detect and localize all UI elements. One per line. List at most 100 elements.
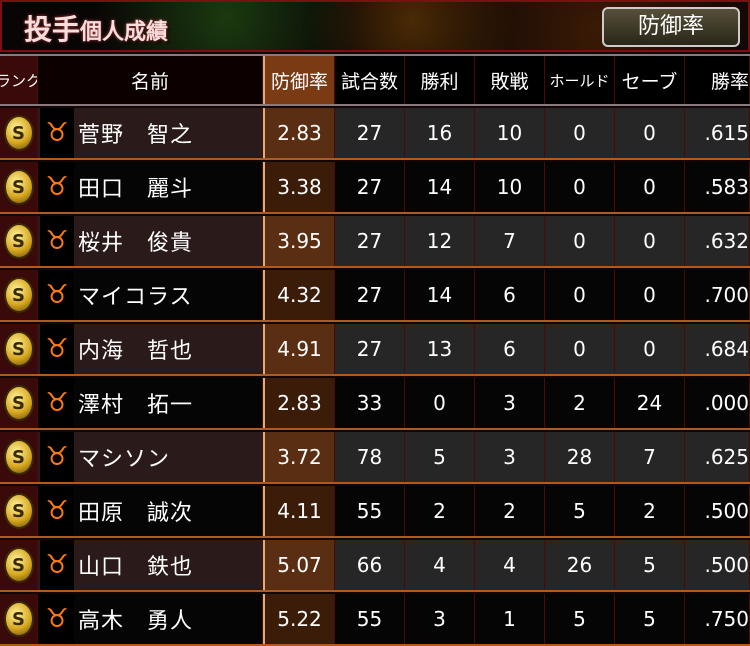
title-bar: 投手個人成績 防御率 — [0, 0, 750, 52]
games-cell: 55 — [335, 486, 405, 536]
win-pct-cell: .500 — [685, 486, 750, 536]
divider — [263, 324, 265, 374]
player-name: 桜井 俊貴 — [78, 231, 194, 256]
win-pct-cell: .684 — [685, 324, 750, 374]
table-row[interactable]: S ♉ 山口 鉄也 5.07 66 4 4 26 5 .500 — [0, 540, 750, 592]
holds-cell: 5 — [545, 486, 615, 536]
player-name: 高木 勇人 — [78, 609, 194, 634]
saves-cell: 5 — [615, 540, 685, 590]
name-cell: ♉ 田原 誠次 — [38, 486, 263, 536]
divider — [263, 540, 265, 590]
title-sub: 個人成績 — [80, 20, 169, 45]
wins-cell: 0 — [405, 378, 475, 428]
rank-cell: S — [0, 378, 38, 428]
divider — [263, 486, 265, 536]
header-saves[interactable]: セーブ — [615, 56, 685, 104]
rank-medal-icon: S — [3, 169, 34, 205]
table-row[interactable]: S ♉ 田口 麗斗 3.38 27 14 10 0 0 .583 — [0, 162, 750, 214]
era-cell: 4.11 — [265, 486, 335, 536]
losses-cell: 7 — [475, 216, 545, 266]
rank-medal-icon: S — [3, 223, 34, 259]
wins-cell: 12 — [405, 216, 475, 266]
losses-cell: 4 — [475, 540, 545, 590]
header-losses[interactable]: 敗戦 — [475, 56, 545, 104]
era-cell: 3.38 — [265, 162, 335, 212]
win-pct-cell: .625 — [685, 432, 750, 482]
table-row[interactable]: S ♉ 高木 勇人 5.22 55 3 1 5 5 .750 — [0, 594, 750, 646]
rank-cell: S — [0, 594, 38, 644]
table-row[interactable]: S ♉ 田原 誠次 4.11 55 2 2 5 2 .500 — [0, 486, 750, 538]
games-cell: 27 — [335, 270, 405, 320]
sort-era-button[interactable]: 防御率 — [602, 7, 740, 47]
player-name: 田口 麗斗 — [78, 177, 194, 202]
rank-cell: S — [0, 216, 38, 266]
era-cell: 2.83 — [265, 108, 335, 158]
win-pct-cell: .615 — [685, 108, 750, 158]
title-main: 投手 — [24, 13, 81, 46]
era-cell: 3.95 — [265, 216, 335, 266]
name-cell: ♉ 内海 哲也 — [38, 324, 263, 374]
rank-cell: S — [0, 432, 38, 482]
team-logo-icon: ♉ — [40, 378, 74, 428]
holds-cell: 26 — [545, 540, 615, 590]
team-logo-icon: ♉ — [40, 324, 74, 374]
table-row[interactable]: S ♉ マシソン 3.72 78 5 3 28 7 .625 — [0, 432, 750, 484]
table-row[interactable]: S ♉ 内海 哲也 4.91 27 13 6 0 0 .684 — [0, 324, 750, 376]
divider — [263, 594, 265, 644]
losses-cell: 1 — [475, 594, 545, 644]
games-cell: 27 — [335, 324, 405, 374]
rank-medal-icon: S — [3, 601, 34, 637]
holds-cell: 5 — [545, 594, 615, 644]
table-row[interactable]: S ♉ 桜井 俊貴 3.95 27 12 7 0 0 .632 — [0, 216, 750, 268]
games-cell: 55 — [335, 594, 405, 644]
team-logo-icon: ♉ — [40, 108, 74, 158]
name-cell: ♉ 澤村 拓一 — [38, 378, 263, 428]
header-name[interactable]: 名前 — [38, 56, 263, 104]
era-cell: 4.91 — [265, 324, 335, 374]
header-era[interactable]: 防御率 — [265, 56, 335, 104]
era-cell: 3.72 — [265, 432, 335, 482]
wins-cell: 4 — [405, 540, 475, 590]
games-cell: 33 — [335, 378, 405, 428]
saves-cell: 0 — [615, 162, 685, 212]
saves-cell: 2 — [615, 486, 685, 536]
losses-cell: 2 — [475, 486, 545, 536]
player-name: 田原 誠次 — [78, 501, 194, 526]
saves-cell: 0 — [615, 270, 685, 320]
header-wins[interactable]: 勝利 — [405, 56, 475, 104]
holds-cell: 28 — [545, 432, 615, 482]
wins-cell: 16 — [405, 108, 475, 158]
saves-cell: 24 — [615, 378, 685, 428]
header-win-pct[interactable]: 勝率 — [685, 56, 750, 104]
name-cell: ♉ 桜井 俊貴 — [38, 216, 263, 266]
rank-cell: S — [0, 486, 38, 536]
holds-cell: 2 — [545, 378, 615, 428]
saves-cell: 0 — [615, 108, 685, 158]
table-row[interactable]: S ♉ 澤村 拓一 2.83 33 0 3 2 24 .000 — [0, 378, 750, 430]
rank-cell: S — [0, 324, 38, 374]
divider — [263, 108, 265, 158]
saves-cell: 0 — [615, 324, 685, 374]
header-holds[interactable]: ホールド — [545, 56, 615, 104]
rank-medal-icon: S — [3, 277, 34, 313]
games-cell: 27 — [335, 216, 405, 266]
losses-cell: 6 — [475, 324, 545, 374]
header-rank[interactable]: ランク — [0, 56, 38, 104]
rank-cell: S — [0, 162, 38, 212]
name-cell: ♉ マシソン — [38, 432, 263, 482]
header-games[interactable]: 試合数 — [335, 56, 405, 104]
table-row[interactable]: S ♉ マイコラス 4.32 27 14 6 0 0 .700 — [0, 270, 750, 322]
holds-cell: 0 — [545, 108, 615, 158]
win-pct-cell: .632 — [685, 216, 750, 266]
holds-cell: 0 — [545, 216, 615, 266]
rank-medal-icon: S — [3, 385, 34, 421]
table-row[interactable]: S ♉ 菅野 智之 2.83 27 16 10 0 0 .615 — [0, 108, 750, 160]
saves-cell: 5 — [615, 594, 685, 644]
era-cell: 4.32 — [265, 270, 335, 320]
team-logo-icon: ♉ — [40, 432, 74, 482]
team-logo-icon: ♉ — [40, 594, 74, 644]
wins-cell: 14 — [405, 270, 475, 320]
losses-cell: 3 — [475, 432, 545, 482]
divider — [263, 432, 265, 482]
divider — [263, 56, 265, 104]
